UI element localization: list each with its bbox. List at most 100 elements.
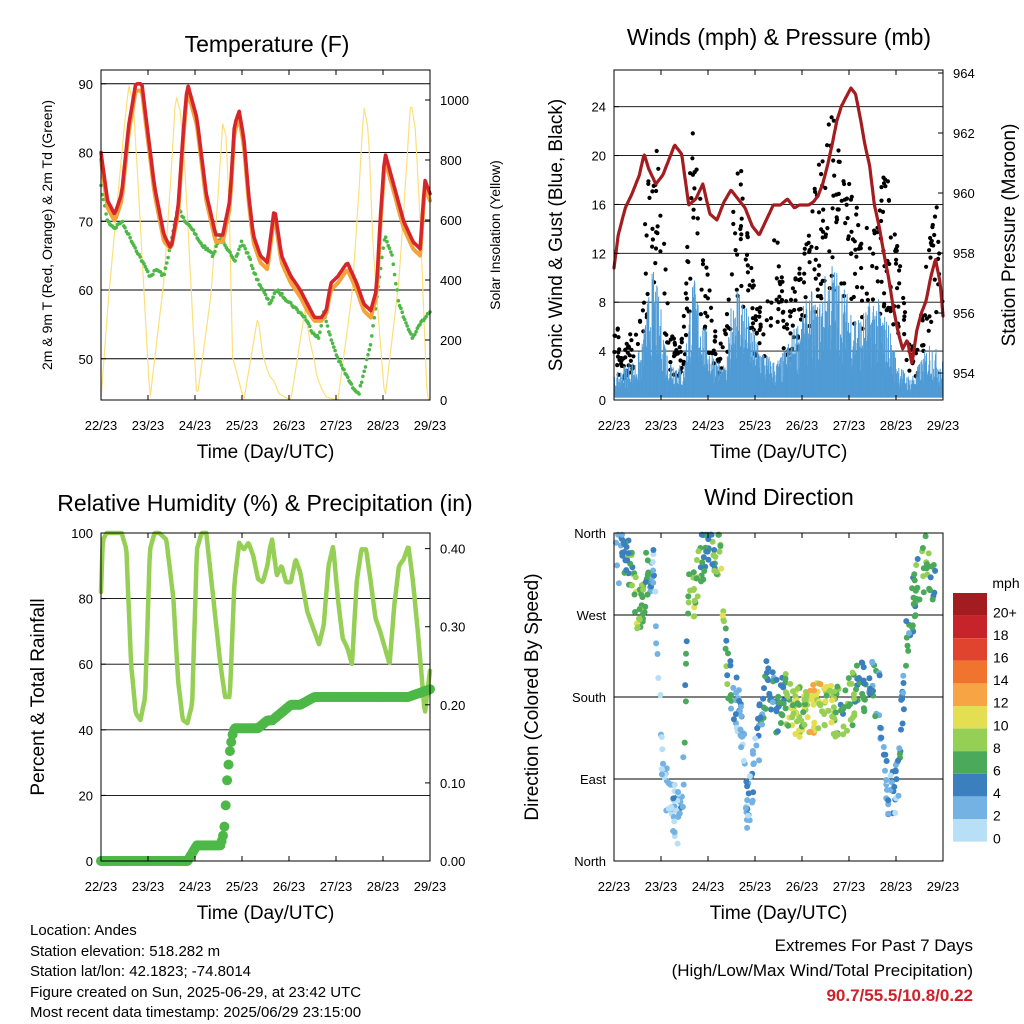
gust-point — [658, 249, 663, 254]
colorbar-label: 4 — [993, 785, 1001, 801]
gust-point — [777, 294, 782, 299]
gust-point — [758, 322, 763, 327]
colorbar-label: 16 — [993, 650, 1009, 666]
td-point — [330, 341, 335, 346]
td-point — [302, 315, 307, 319]
direction-point — [732, 711, 739, 718]
chart-title: Relative Humidity (%) & Precipitation (i… — [57, 490, 472, 516]
direction-point — [769, 699, 776, 706]
precip-point — [226, 737, 237, 747]
gust-point — [881, 181, 887, 186]
gust-point — [882, 302, 887, 307]
td-point — [233, 259, 237, 263]
direction-point — [867, 685, 873, 692]
gust-point — [927, 248, 932, 253]
gust-point — [819, 172, 824, 177]
y-axis-label: Percent & Total Rainfall — [28, 598, 49, 795]
gust-point — [650, 237, 656, 242]
gust-point — [815, 287, 820, 292]
x-tick-label: 27/23 — [833, 879, 866, 894]
direction-point — [840, 731, 847, 738]
direction-point — [900, 680, 907, 686]
gust-point — [897, 281, 902, 286]
td-point — [329, 338, 334, 342]
td-point — [372, 315, 377, 320]
direction-point — [774, 728, 781, 735]
gust-point — [739, 216, 744, 221]
direction-point — [846, 680, 853, 687]
created-text: Figure created on Sun, 2025-06-29, at 23… — [30, 983, 362, 1001]
gust-point — [782, 325, 787, 330]
td-point — [358, 383, 363, 388]
gust-point — [631, 354, 636, 359]
direction-point — [619, 552, 626, 559]
td-point — [246, 251, 250, 255]
direction-point — [760, 695, 767, 702]
direction-point — [639, 594, 646, 601]
gust-point — [695, 216, 700, 221]
direction-point — [722, 625, 729, 632]
direction-point — [650, 547, 657, 553]
gust-point — [708, 305, 714, 310]
td-point — [394, 281, 398, 286]
y-tick-label: 100 — [71, 526, 93, 541]
td-point — [235, 252, 240, 256]
colorbar-label: 2 — [993, 808, 1001, 824]
gust-point — [807, 248, 812, 253]
x-axis-label: Time (Day/UTC) — [197, 442, 335, 463]
y2-tick-label: 958 — [953, 246, 975, 261]
gust-point — [699, 287, 704, 292]
direction-point — [816, 700, 823, 707]
x-tick-label: 23/23 — [132, 418, 165, 433]
gust-point — [623, 355, 628, 360]
gust-point — [743, 257, 748, 262]
direction-point — [676, 810, 683, 817]
gust-point — [671, 336, 677, 341]
gust-point — [729, 272, 735, 277]
td-point — [146, 269, 150, 274]
colorbar-label: 8 — [993, 740, 1001, 756]
direction-point — [725, 650, 731, 657]
gust-point — [815, 294, 821, 299]
gust-point — [929, 319, 934, 324]
td-point — [256, 278, 260, 282]
gust-point — [892, 232, 897, 237]
gust-point — [654, 148, 659, 154]
direction-point — [636, 616, 643, 623]
direction-point — [730, 716, 737, 723]
gust-point — [643, 271, 648, 276]
gust-point — [698, 196, 703, 201]
gust-point — [700, 258, 706, 263]
gust-point — [627, 353, 632, 358]
direction-point — [777, 682, 784, 689]
colorbar-swatch — [953, 660, 987, 684]
gust-point — [672, 340, 677, 345]
td-point — [418, 322, 422, 327]
direction-point — [671, 818, 678, 825]
direction-point — [724, 681, 731, 688]
td-point — [390, 253, 394, 257]
td-point — [349, 382, 354, 386]
direction-point — [782, 705, 789, 712]
td-point — [362, 369, 367, 374]
td-point — [143, 264, 148, 269]
gust-point — [797, 271, 802, 276]
gust-point — [888, 235, 893, 240]
td-point — [409, 332, 413, 336]
direction-point — [660, 760, 666, 767]
direction-point — [658, 734, 665, 740]
x-tick-label: 25/23 — [739, 418, 772, 433]
precip-point — [220, 800, 231, 811]
gust-point — [666, 340, 671, 345]
direction-point — [645, 569, 652, 576]
direction-point — [704, 548, 711, 555]
x-tick-label: 22/23 — [85, 879, 118, 894]
direction-point — [920, 589, 927, 596]
direction-point — [869, 658, 876, 665]
gust-point — [859, 298, 865, 303]
gust-point — [830, 206, 835, 211]
y-tick-label: 80 — [79, 146, 93, 161]
gust-point — [790, 323, 795, 328]
td-point — [214, 244, 218, 249]
gust-point — [825, 226, 830, 231]
